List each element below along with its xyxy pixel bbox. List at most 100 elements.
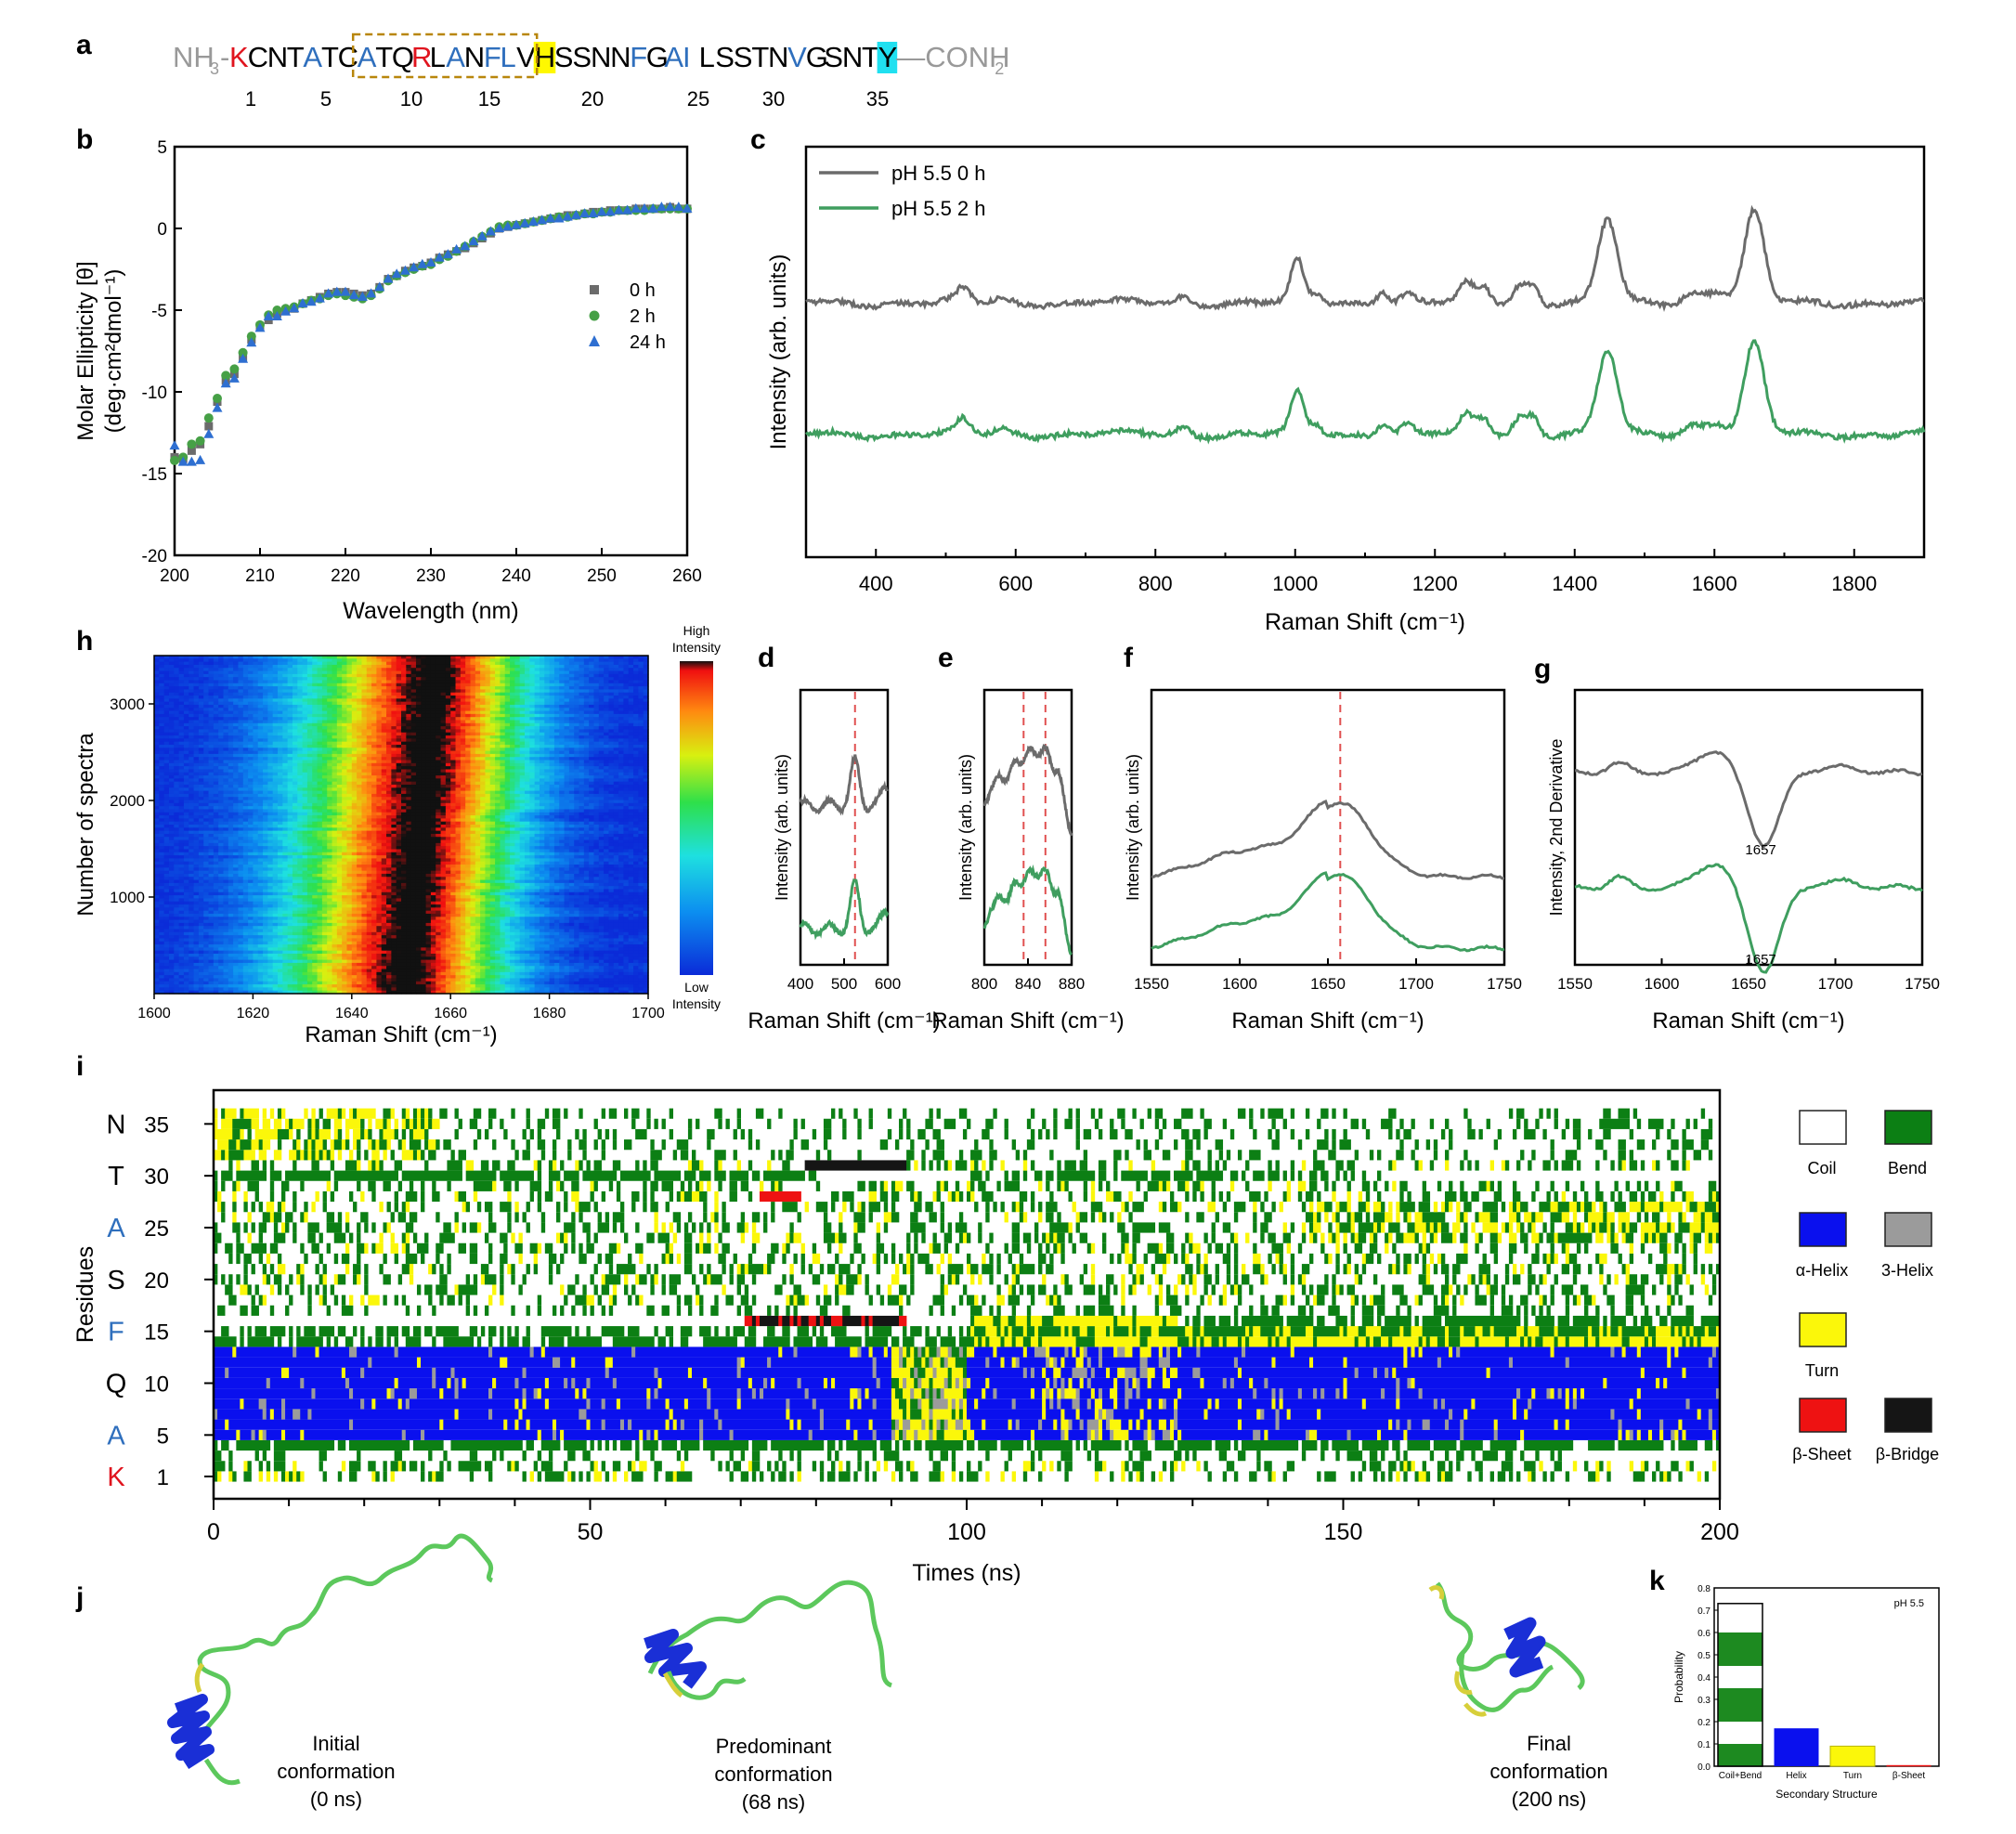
heatmap-cell bbox=[480, 701, 487, 706]
cd-xtick-label-200: 200 bbox=[160, 566, 189, 586]
heatmap-cell bbox=[495, 722, 501, 727]
heatmap-cell bbox=[312, 787, 319, 792]
heatmap-cell bbox=[425, 677, 432, 682]
heatmap-cell bbox=[480, 720, 487, 724]
heatmap-cell bbox=[336, 713, 343, 718]
heatmap-cell bbox=[346, 769, 353, 774]
heatmap-cell bbox=[297, 762, 304, 767]
heatmap-cell bbox=[455, 708, 462, 712]
heatmap-cell bbox=[386, 689, 392, 694]
heatmap-cell bbox=[198, 753, 204, 758]
heatmap-cell bbox=[371, 696, 377, 699]
heatmap-cell bbox=[242, 698, 249, 703]
heatmap-cell bbox=[623, 722, 630, 727]
heatmap-cell bbox=[183, 701, 189, 706]
heatmap-cell bbox=[321, 686, 328, 690]
heatmap-cell bbox=[480, 732, 487, 736]
heatmap-cell bbox=[450, 683, 457, 687]
heatmap-cell bbox=[376, 793, 383, 798]
heatmap-cell bbox=[312, 748, 319, 752]
heatmap-cell bbox=[228, 686, 234, 690]
heatmap-cell bbox=[327, 686, 333, 690]
heatmap-cell bbox=[485, 744, 491, 748]
heatmap-cell bbox=[638, 658, 644, 663]
heatmap-cell bbox=[257, 741, 264, 746]
heatmap-cell bbox=[475, 769, 481, 774]
heatmap-cell bbox=[306, 710, 313, 715]
heatmap-cell bbox=[178, 698, 185, 703]
heatmap-cell bbox=[440, 762, 447, 767]
heatmap-cell bbox=[342, 720, 348, 724]
heatmap-cell bbox=[168, 738, 175, 743]
heatmap-cell bbox=[643, 717, 649, 722]
heatmap-cell bbox=[465, 726, 472, 731]
heatmap-cell bbox=[228, 790, 234, 795]
heatmap-cell bbox=[327, 689, 333, 694]
heatmap-cell bbox=[361, 760, 368, 764]
heatmap-cell bbox=[406, 781, 412, 786]
heatmap-cell bbox=[336, 722, 343, 727]
heatmap-cell bbox=[564, 677, 570, 682]
heatmap-cell bbox=[445, 784, 451, 788]
heatmap-cell bbox=[549, 793, 555, 798]
heatmap-cell bbox=[386, 708, 392, 712]
heatmap-cell bbox=[525, 766, 530, 771]
heatmap-cell bbox=[618, 781, 624, 786]
heatmap-cell bbox=[559, 775, 566, 779]
heatmap-cell bbox=[193, 717, 200, 722]
heatmap-cell bbox=[366, 729, 372, 734]
heatmap-cell bbox=[306, 797, 313, 801]
heatmap-cell bbox=[317, 793, 323, 798]
heatmap-cell bbox=[287, 784, 293, 788]
heatmap-cell bbox=[282, 673, 289, 678]
heatmap-cell bbox=[604, 696, 610, 699]
heatmap-cell bbox=[460, 744, 466, 748]
heatmap-cell bbox=[168, 760, 175, 764]
heatmap-cell bbox=[263, 766, 268, 771]
heatmap-cell bbox=[465, 708, 472, 712]
heatmap-cell bbox=[608, 753, 615, 758]
heatmap-cell bbox=[183, 729, 189, 734]
heatmap-cell bbox=[267, 732, 274, 736]
heatmap-cell bbox=[564, 729, 570, 734]
heatmap-cell bbox=[470, 766, 476, 771]
heatmap-cell bbox=[559, 784, 566, 788]
heatmap-cell bbox=[401, 656, 407, 659]
heatmap-cell bbox=[267, 717, 274, 722]
heatmap-cell bbox=[450, 757, 457, 761]
heatmap-cell bbox=[430, 661, 436, 666]
heatmap-cell bbox=[178, 784, 185, 788]
heatmap-cell bbox=[568, 726, 575, 731]
heatmap-cell bbox=[500, 673, 506, 678]
heatmap-cell bbox=[559, 722, 566, 727]
heatmap-cell bbox=[381, 732, 387, 736]
heatmap-cell bbox=[302, 664, 308, 669]
heatmap-cell bbox=[332, 787, 338, 792]
heatmap-cell bbox=[223, 686, 229, 690]
heatmap-cell bbox=[366, 670, 372, 675]
heatmap-cell bbox=[263, 753, 268, 758]
heatmap-cell bbox=[525, 713, 530, 718]
heatmap-cell bbox=[489, 689, 496, 694]
heatmap-cell bbox=[489, 696, 496, 699]
heatmap-cell bbox=[455, 689, 462, 694]
heatmap-cell bbox=[351, 722, 358, 727]
heatmap-cell bbox=[480, 661, 487, 666]
heatmap-cell bbox=[406, 784, 412, 788]
heatmap-cell bbox=[183, 713, 189, 718]
heatmap-cell bbox=[421, 738, 427, 743]
heatmap-cell bbox=[529, 797, 536, 801]
heatmap-cell bbox=[529, 744, 536, 748]
heatmap-cell bbox=[415, 658, 422, 663]
heatmap-cell bbox=[159, 753, 165, 758]
heatmap-cell bbox=[302, 750, 308, 755]
heatmap-cell bbox=[381, 750, 387, 755]
heatmap-cell bbox=[406, 710, 412, 715]
heatmap-cell bbox=[272, 722, 279, 727]
heatmap-cell bbox=[559, 729, 566, 734]
heatmap-cell bbox=[539, 673, 545, 678]
heatmap-cell bbox=[425, 760, 432, 764]
heatmap-cell bbox=[267, 710, 274, 715]
cd-xtick-label-230: 230 bbox=[416, 566, 446, 586]
heatmap-cell bbox=[312, 668, 319, 672]
